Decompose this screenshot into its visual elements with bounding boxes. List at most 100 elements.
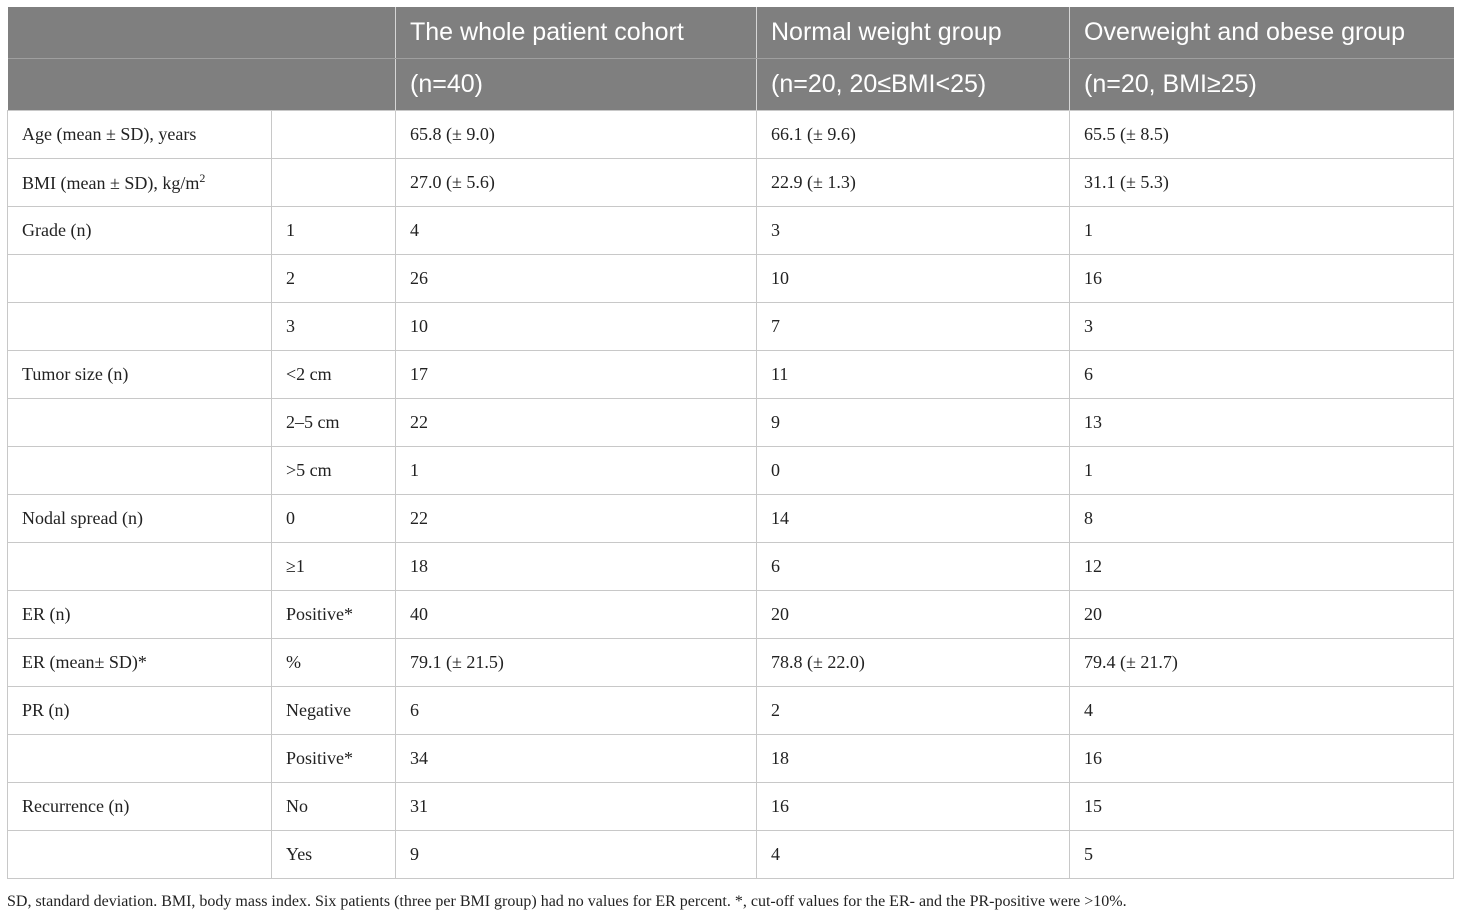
table-row: Grade (n) 1 4 3 1 [7, 206, 1454, 255]
row-label: Tumor size (n) [7, 350, 272, 399]
header-cell-blank [7, 7, 272, 59]
table-row: PR (n) Negative 6 2 4 [7, 686, 1454, 735]
cell-whole-cohort: 79.1 (± 21.5) [395, 638, 757, 687]
characteristics-table: The whole patient cohort Normal weight g… [7, 7, 1454, 879]
header-overweight-obese-n: (n=20, BMI≥25) [1069, 58, 1454, 111]
row-label [7, 398, 272, 447]
row-category: ≥1 [271, 542, 396, 591]
table-row: BMI (mean ± SD), kg/m2 27.0 (± 5.6) 22.9… [7, 158, 1454, 207]
cell-normal-weight: 22.9 (± 1.3) [756, 158, 1070, 207]
unit-superscript: 2 [199, 171, 206, 185]
cell-normal-weight: 66.1 (± 9.6) [756, 110, 1070, 159]
cell-whole-cohort: 4 [395, 206, 757, 255]
cell-normal-weight: 18 [756, 734, 1070, 783]
header-cell-blank [271, 7, 396, 59]
cell-whole-cohort: 18 [395, 542, 757, 591]
table-row: 2 26 10 16 [7, 254, 1454, 303]
cell-overweight-obese: 15 [1069, 782, 1454, 831]
cell-normal-weight: 7 [756, 302, 1070, 351]
cell-normal-weight: 6 [756, 542, 1070, 591]
row-label [7, 830, 272, 879]
row-label: Nodal spread (n) [7, 494, 272, 543]
row-category: Negative [271, 686, 396, 735]
row-label: PR (n) [7, 686, 272, 735]
row-category: >5 cm [271, 446, 396, 495]
row-label: ER (n) [7, 590, 272, 639]
cell-normal-weight: 2 [756, 686, 1070, 735]
cell-whole-cohort: 22 [395, 398, 757, 447]
table-row: 3 10 7 3 [7, 302, 1454, 351]
cell-normal-weight: 0 [756, 446, 1070, 495]
cell-normal-weight: 14 [756, 494, 1070, 543]
cell-normal-weight: 10 [756, 254, 1070, 303]
cell-whole-cohort: 9 [395, 830, 757, 879]
header-normal-weight-n: (n=20, 20≤BMI<25) [756, 58, 1070, 111]
row-label: BMI (mean ± SD), kg/m2 [7, 158, 272, 207]
table-row: ≥1 18 6 12 [7, 542, 1454, 591]
cell-overweight-obese: 13 [1069, 398, 1454, 447]
cell-overweight-obese: 12 [1069, 542, 1454, 591]
cell-whole-cohort: 26 [395, 254, 757, 303]
row-category: Positive* [271, 590, 396, 639]
row-category [271, 158, 396, 207]
table-row: >5 cm 1 0 1 [7, 446, 1454, 495]
header-row: The whole patient cohort Normal weight g… [7, 7, 1454, 59]
row-category: Yes [271, 830, 396, 879]
row-label: Age (mean ± SD), years [7, 110, 272, 159]
table-row: Tumor size (n) <2 cm 17 11 6 [7, 350, 1454, 399]
row-category: 0 [271, 494, 396, 543]
header-subrow: (n=40) (n=20, 20≤BMI<25) (n=20, BMI≥25) [7, 58, 1454, 111]
cell-overweight-obese: 5 [1069, 830, 1454, 879]
cell-whole-cohort: 17 [395, 350, 757, 399]
table-row: Recurrence (n) No 31 16 15 [7, 782, 1454, 831]
cell-whole-cohort: 1 [395, 446, 757, 495]
cell-normal-weight: 11 [756, 350, 1070, 399]
cell-overweight-obese: 31.1 (± 5.3) [1069, 158, 1454, 207]
row-label [7, 542, 272, 591]
cell-whole-cohort: 34 [395, 734, 757, 783]
cell-overweight-obese: 1 [1069, 446, 1454, 495]
cell-overweight-obese: 3 [1069, 302, 1454, 351]
header-normal-weight: Normal weight group [756, 7, 1070, 59]
cell-normal-weight: 78.8 (± 22.0) [756, 638, 1070, 687]
row-category [271, 110, 396, 159]
table-footnote: SD, standard deviation. BMI, body mass i… [7, 893, 1127, 910]
cell-overweight-obese: 6 [1069, 350, 1454, 399]
cell-overweight-obese: 4 [1069, 686, 1454, 735]
cell-whole-cohort: 27.0 (± 5.6) [395, 158, 757, 207]
cell-whole-cohort: 31 [395, 782, 757, 831]
row-category: 2–5 cm [271, 398, 396, 447]
header-whole-cohort: The whole patient cohort [395, 7, 757, 59]
cell-normal-weight: 4 [756, 830, 1070, 879]
table-row: Yes 9 4 5 [7, 830, 1454, 879]
row-category: 3 [271, 302, 396, 351]
cell-whole-cohort: 22 [395, 494, 757, 543]
cell-whole-cohort: 10 [395, 302, 757, 351]
table-row: Positive* 34 18 16 [7, 734, 1454, 783]
table-row: ER (mean± SD)* % 79.1 (± 21.5) 78.8 (± 2… [7, 638, 1454, 687]
row-label [7, 446, 272, 495]
cell-overweight-obese: 65.5 (± 8.5) [1069, 110, 1454, 159]
cell-overweight-obese: 79.4 (± 21.7) [1069, 638, 1454, 687]
row-category: 1 [271, 206, 396, 255]
cell-overweight-obese: 8 [1069, 494, 1454, 543]
row-label [7, 734, 272, 783]
header-cell-blank [271, 58, 396, 111]
cell-normal-weight: 16 [756, 782, 1070, 831]
table-row: 2–5 cm 22 9 13 [7, 398, 1454, 447]
row-category: % [271, 638, 396, 687]
cell-whole-cohort: 65.8 (± 9.0) [395, 110, 757, 159]
cell-normal-weight: 20 [756, 590, 1070, 639]
row-category: No [271, 782, 396, 831]
cell-overweight-obese: 16 [1069, 254, 1454, 303]
table-row: Nodal spread (n) 0 22 14 8 [7, 494, 1454, 543]
header-cell-blank [7, 58, 272, 111]
table-row: Age (mean ± SD), years 65.8 (± 9.0) 66.1… [7, 110, 1454, 159]
row-category: <2 cm [271, 350, 396, 399]
cell-whole-cohort: 6 [395, 686, 757, 735]
row-label: Recurrence (n) [7, 782, 272, 831]
cell-overweight-obese: 20 [1069, 590, 1454, 639]
cell-normal-weight: 9 [756, 398, 1070, 447]
row-category: Positive* [271, 734, 396, 783]
row-label: ER (mean± SD)* [7, 638, 272, 687]
